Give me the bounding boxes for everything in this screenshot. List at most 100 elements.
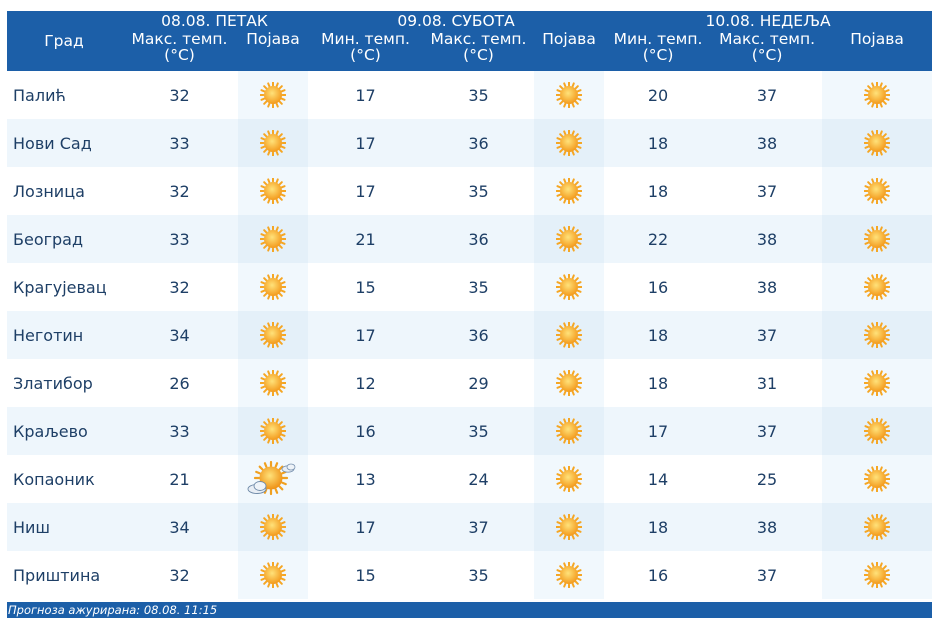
city-name: Краљево <box>7 407 121 455</box>
city-name: Неготин <box>7 311 121 359</box>
max-temp-label: Макс. темп. <box>131 30 228 48</box>
sun-icon <box>556 466 583 492</box>
sun-icon <box>864 274 891 300</box>
day-2-weather-cell <box>534 263 605 311</box>
day-2-min-temp: 15 <box>308 263 424 311</box>
sun-icon <box>260 514 286 540</box>
day-1-phenomenon-header: Појава <box>238 31 309 71</box>
day-2-min-temp: 17 <box>308 71 424 119</box>
day-2-max-temp: 35 <box>423 407 535 455</box>
table-body: Палић 32 17 35 20 37 Нови Сад 33 17 36 18 38 Лозница… <box>7 71 933 599</box>
day-3-max-temp: 37 <box>712 71 823 119</box>
sun-icon <box>556 274 583 300</box>
city-name: Златибор <box>7 359 121 407</box>
day-3-weather-cell <box>822 455 933 503</box>
day-2-max-temp-header: Макс. темп. (°C) <box>423 31 535 71</box>
day-2-weather-cell <box>534 407 605 455</box>
city-name: Ниш <box>7 503 121 551</box>
day-3-max-temp: 31 <box>712 359 823 407</box>
day-2-min-temp: 12 <box>308 359 424 407</box>
city-name: Приштина <box>7 551 121 599</box>
day-1-header: 08.08. ПЕТАК <box>121 11 309 31</box>
day-3-weather-cell <box>822 263 933 311</box>
day-1-max-temp: 34 <box>121 311 238 359</box>
unit-label: (°C) <box>751 46 783 64</box>
day-3-weather-cell <box>822 407 933 455</box>
day-2-min-temp-header: Мин. темп. (°C) <box>308 31 424 71</box>
day-1-max-temp: 26 <box>121 359 238 407</box>
day-2-max-temp: 36 <box>423 119 535 167</box>
sun-icon <box>260 130 286 156</box>
day-2-max-temp: 35 <box>423 167 535 215</box>
day-2-min-temp: 15 <box>308 551 424 599</box>
day-2-min-temp: 21 <box>308 215 424 263</box>
sun-icon <box>556 514 583 540</box>
day-2-max-temp: 24 <box>423 455 535 503</box>
city-name: Нови Сад <box>7 119 121 167</box>
day-3-min-temp: 16 <box>604 263 713 311</box>
day-3-header: 10.08. НЕДЕЉА <box>604 11 933 31</box>
city-name: Лозница <box>7 167 121 215</box>
day-3-min-temp: 17 <box>604 407 713 455</box>
city-name: Крагујевац <box>7 263 121 311</box>
day-2-weather-cell <box>534 503 605 551</box>
sun-icon <box>864 322 891 348</box>
day-1-max-temp: 21 <box>121 455 238 503</box>
max-temp-label: Макс. темп. <box>719 30 816 48</box>
day-2-max-temp: 35 <box>423 71 535 119</box>
day-3-weather-cell <box>822 359 933 407</box>
day-2-min-temp: 17 <box>308 503 424 551</box>
sun-icon <box>260 226 286 252</box>
unit-label: (°C) <box>164 46 195 64</box>
day-3-max-temp: 37 <box>712 311 823 359</box>
day-3-min-temp: 18 <box>604 503 713 551</box>
day-3-min-temp: 22 <box>604 215 713 263</box>
day-3-min-temp: 18 <box>604 119 713 167</box>
day-2-min-temp: 13 <box>308 455 424 503</box>
day-2-weather-cell <box>534 119 605 167</box>
day-1-max-temp: 32 <box>121 263 238 311</box>
sun-icon <box>260 274 286 300</box>
day-3-max-temp: 38 <box>712 215 823 263</box>
day-3-min-temp: 18 <box>604 167 713 215</box>
sun-icon <box>260 178 286 204</box>
sun-icon <box>864 178 891 204</box>
forecast-table: Град 08.08. ПЕТАК 09.08. СУБОТА 10.08. Н… <box>7 11 933 599</box>
day-1-weather-cell <box>238 215 309 263</box>
day-1-max-temp: 34 <box>121 503 238 551</box>
sun-icon <box>864 466 891 492</box>
day-1-weather-cell <box>238 455 309 503</box>
table-row: Копаоник 21 13 24 14 25 <box>7 455 933 503</box>
day-3-weather-cell <box>822 119 933 167</box>
day-1-weather-cell <box>238 551 309 599</box>
day-3-max-temp: 25 <box>712 455 823 503</box>
day-2-max-temp: 37 <box>423 503 535 551</box>
day-1-weather-cell <box>238 359 309 407</box>
day-2-weather-cell <box>534 167 605 215</box>
city-name: Палић <box>7 71 121 119</box>
day-2-min-temp: 17 <box>308 119 424 167</box>
min-temp-label: Мин. темп. <box>613 30 703 48</box>
sun-icon <box>864 82 891 108</box>
table-row: Београд 33 21 36 22 38 <box>7 215 933 263</box>
sun-icon <box>260 418 286 444</box>
update-footer: Прогноза ажурирана: 08.08. 11:15 <box>7 602 932 618</box>
table-header: Град 08.08. ПЕТАК 09.08. СУБОТА 10.08. Н… <box>7 11 933 71</box>
day-3-max-temp: 38 <box>712 119 823 167</box>
day-3-weather-cell <box>822 551 933 599</box>
day-2-max-temp: 35 <box>423 263 535 311</box>
day-1-max-temp: 33 <box>121 407 238 455</box>
day-2-min-temp: 17 <box>308 167 424 215</box>
day-3-min-temp: 18 <box>604 311 713 359</box>
day-1-max-temp: 33 <box>121 215 238 263</box>
day-1-max-temp: 32 <box>121 167 238 215</box>
table-row: Неготин 34 17 36 18 37 <box>7 311 933 359</box>
table-row: Палић 32 17 35 20 37 <box>7 71 933 119</box>
table-row: Ниш 34 17 37 18 38 <box>7 503 933 551</box>
sun-icon <box>556 226 583 252</box>
sun-icon <box>260 562 286 588</box>
table-row: Нови Сад 33 17 36 18 38 <box>7 119 933 167</box>
day-1-weather-cell <box>238 263 309 311</box>
day-3-max-temp: 38 <box>712 263 823 311</box>
day-3-weather-cell <box>822 215 933 263</box>
